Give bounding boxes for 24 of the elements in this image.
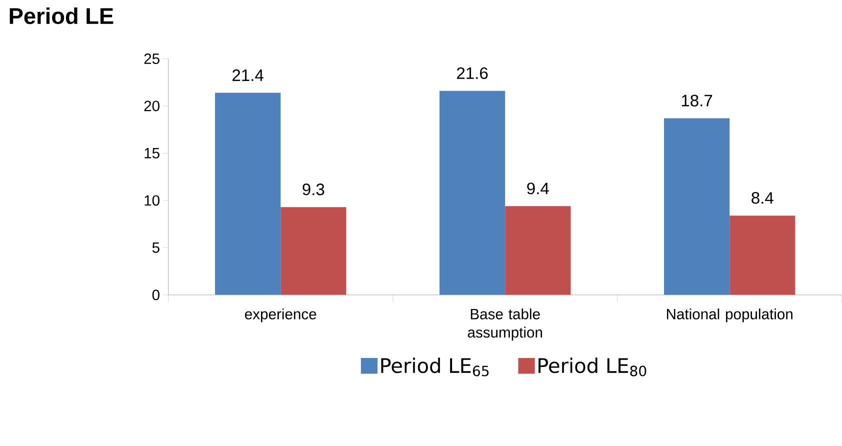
y-tick-label: 25: [144, 54, 160, 64]
bar: [215, 92, 281, 295]
legend-label: Period LE$_{80}$: [538, 358, 646, 376]
x-tick-label: experience: [245, 308, 316, 322]
data-label: 8.4: [752, 192, 774, 204]
y-tick-label: 5: [152, 242, 160, 253]
chart-title: Period LE: [10, 7, 114, 24]
bar: [505, 206, 571, 295]
y-tick-label: 0: [152, 290, 160, 300]
bar: [664, 118, 730, 295]
bar: [280, 207, 346, 295]
legend-label: Period LE$_{65}$: [381, 358, 489, 376]
x-tick-label: National population: [666, 308, 792, 322]
data-label: 18.7: [682, 94, 712, 106]
data-label: 21.6: [457, 67, 488, 80]
data-label: 9.3: [302, 184, 324, 196]
y-tick-label: 10: [144, 195, 160, 206]
data-label: 9.4: [527, 182, 549, 194]
data-label: 21.4: [232, 69, 264, 81]
y-tick-label: 15: [144, 148, 160, 158]
bar: [730, 216, 796, 295]
bar: [440, 90, 506, 295]
x-tick-label: Base table assumption: [468, 308, 542, 341]
y-tick-label: 20: [144, 100, 160, 112]
